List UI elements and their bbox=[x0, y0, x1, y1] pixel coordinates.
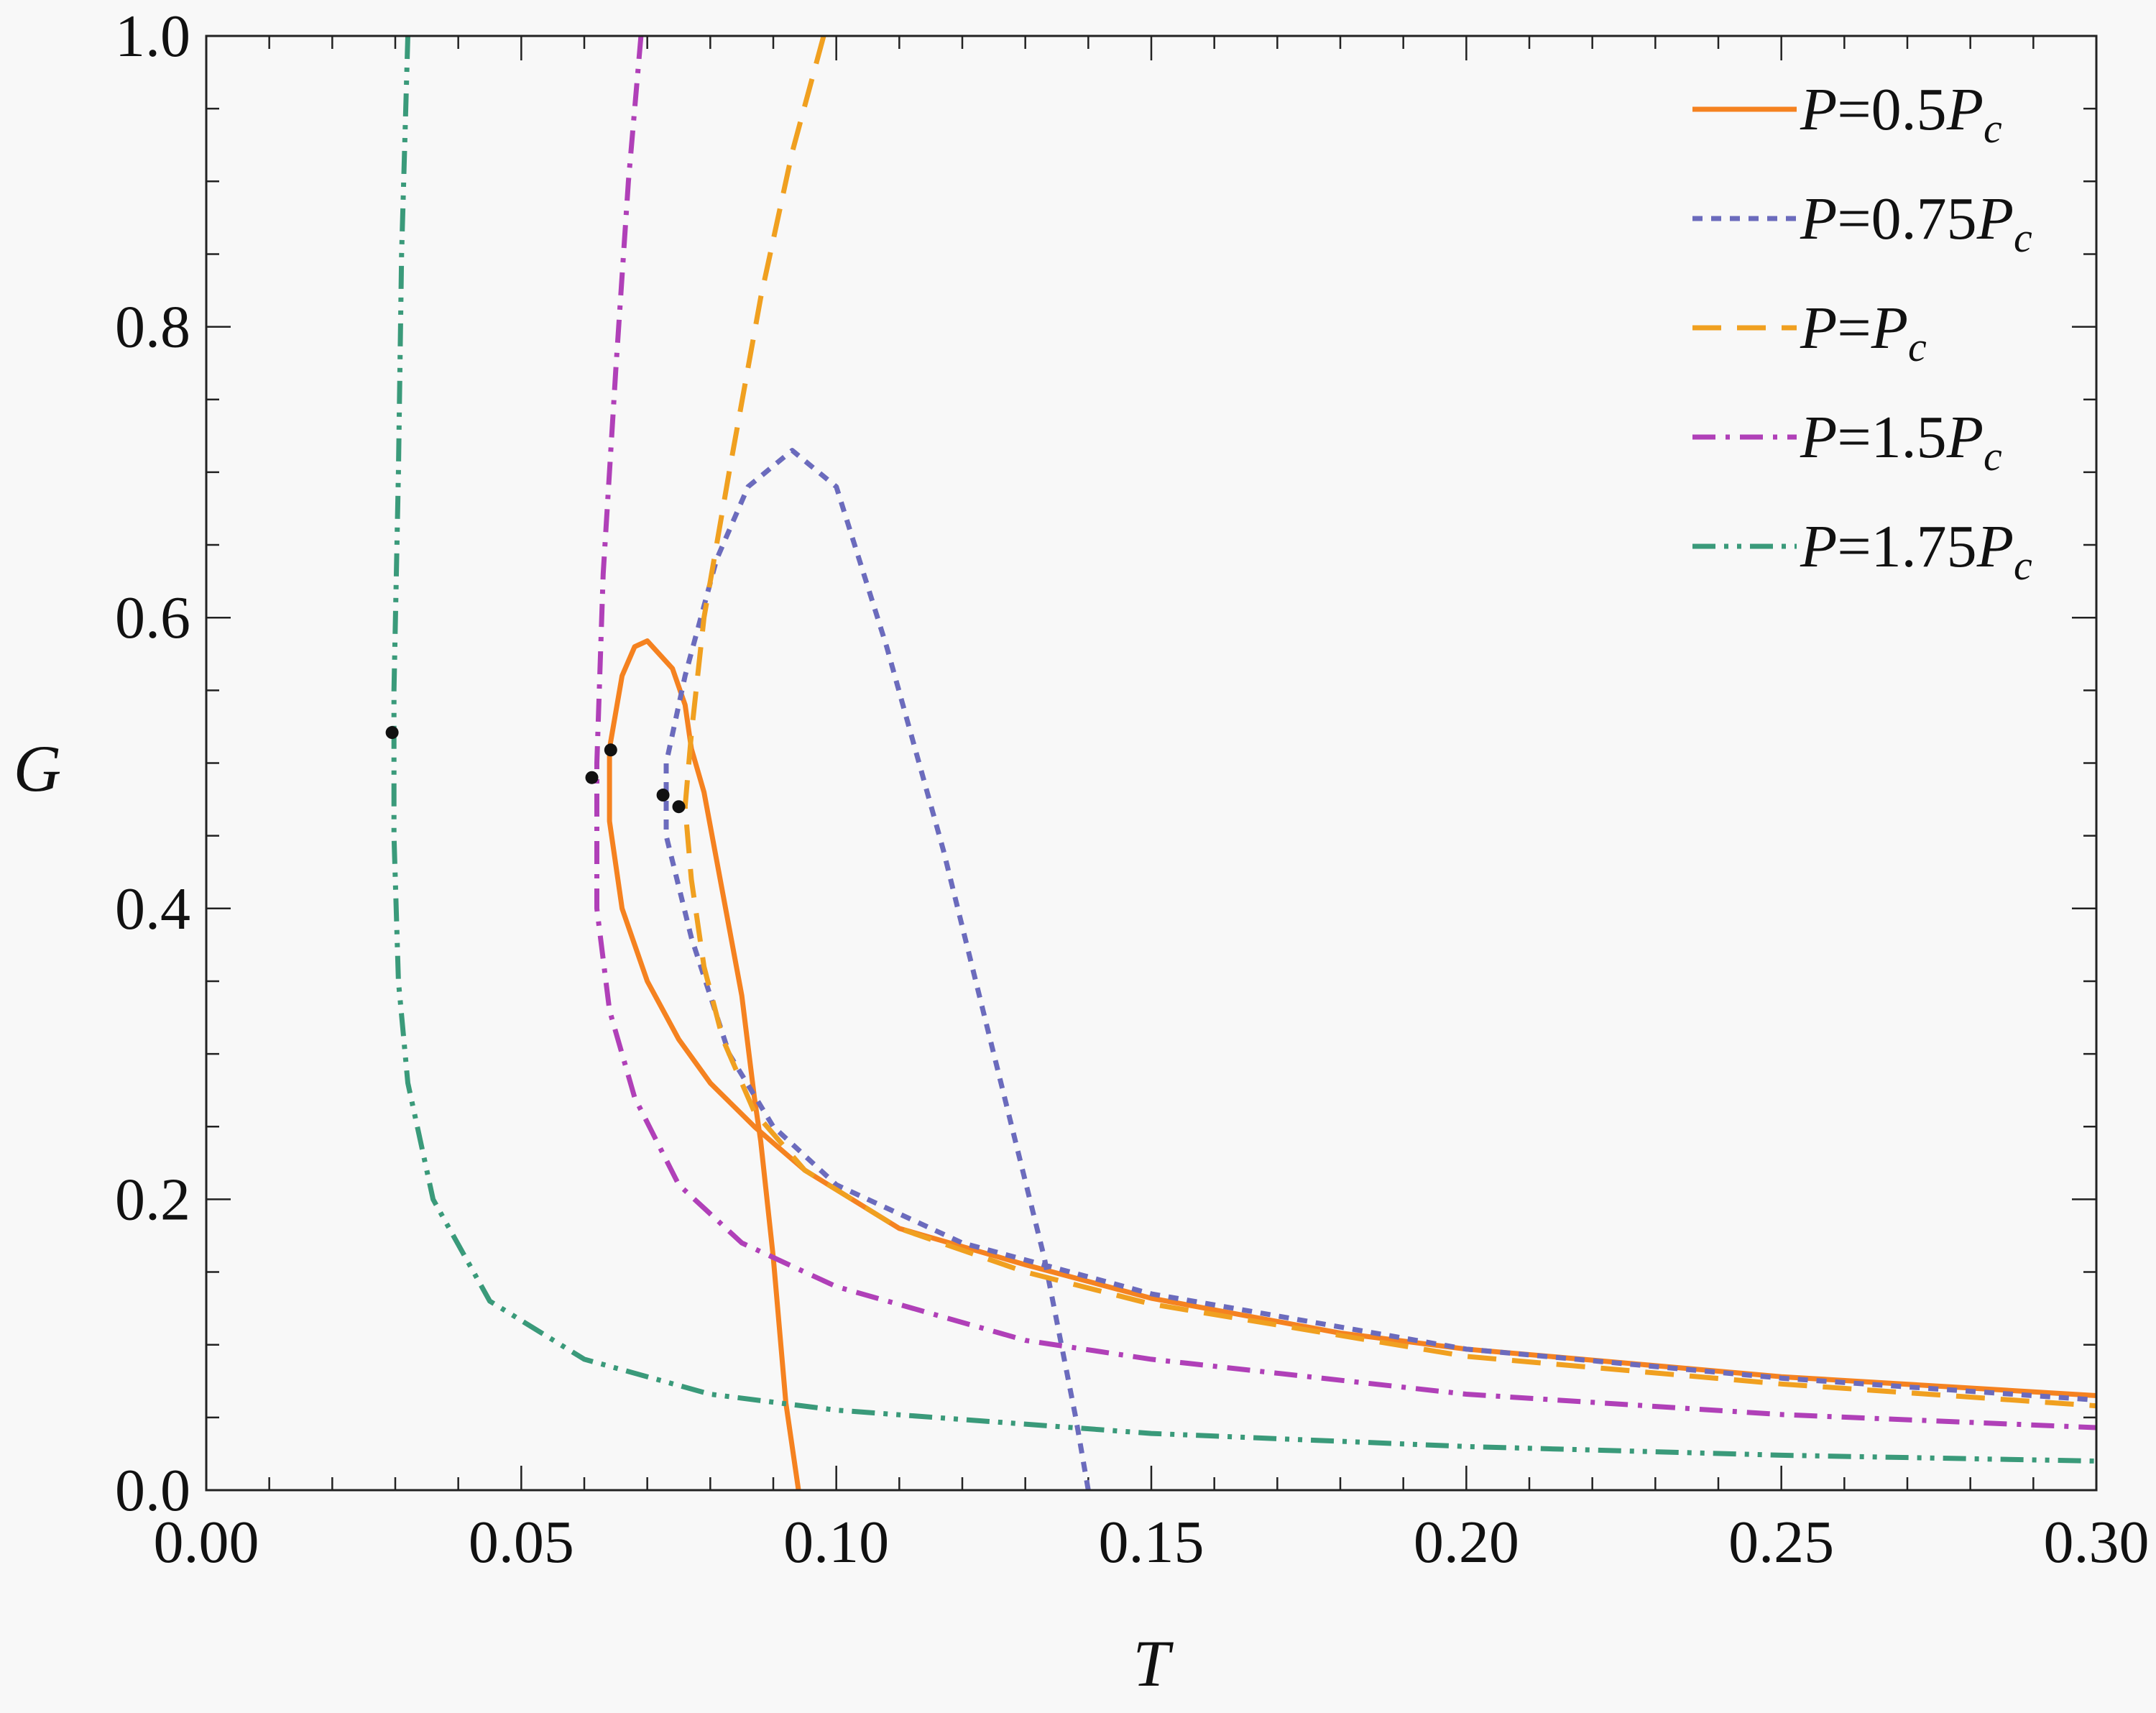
critical-point-marker bbox=[656, 789, 670, 802]
y-tick-labels: 0.0 0.2 0.4 0.6 0.8 1.0 bbox=[115, 3, 190, 1524]
plot-frame bbox=[205, 35, 2098, 1492]
legend-label: P=1.75Pc bbox=[1800, 513, 2032, 589]
x-tick-label: 0.10 bbox=[783, 1509, 889, 1576]
y-axis-label: G bbox=[14, 732, 61, 805]
y-tick-label: 0.8 bbox=[115, 294, 190, 361]
critical-point-marker bbox=[385, 726, 399, 740]
x-axis-label: T bbox=[1133, 1627, 1174, 1700]
legend-label: P=0.5Pc bbox=[1800, 76, 2002, 152]
x-tick-label: 0.15 bbox=[1099, 1509, 1204, 1576]
y-tick-label: 0.4 bbox=[115, 876, 190, 942]
legend: P=0.5Pc P=0.75Pc P=Pc P=1.5Pc P=1.75Pc bbox=[1692, 76, 2032, 589]
x-tick-labels: 0.00 0.05 0.10 0.15 0.20 0.25 0.30 bbox=[154, 1509, 2150, 1576]
series-line bbox=[682, 36, 2096, 1409]
series-line bbox=[663, 448, 2096, 1490]
y-tick-label: 0.6 bbox=[115, 584, 190, 651]
legend-label: P=0.75Pc bbox=[1800, 185, 2032, 261]
legend-label: P=1.5Pc bbox=[1800, 404, 2002, 479]
x-tick-label: 0.20 bbox=[1414, 1509, 1519, 1576]
y-tick-label: 1.0 bbox=[115, 3, 190, 70]
x-tick-label: 0.05 bbox=[469, 1509, 574, 1576]
y-tick-label: 0.2 bbox=[115, 1166, 190, 1233]
x-tick-label: 0.30 bbox=[2044, 1509, 2150, 1576]
x-tick-label: 0.00 bbox=[154, 1509, 259, 1576]
critical-point-marker bbox=[672, 800, 686, 814]
axis-ticks bbox=[205, 35, 2098, 1492]
critical-point-marker bbox=[585, 771, 599, 784]
legend-label: P=Pc bbox=[1800, 295, 1927, 370]
critical-point-marker bbox=[604, 743, 617, 757]
y-tick-label: 0.0 bbox=[115, 1457, 190, 1524]
x-tick-label: 0.25 bbox=[1728, 1509, 1834, 1576]
series-line bbox=[391, 36, 2096, 1464]
marker-layer bbox=[385, 726, 686, 814]
